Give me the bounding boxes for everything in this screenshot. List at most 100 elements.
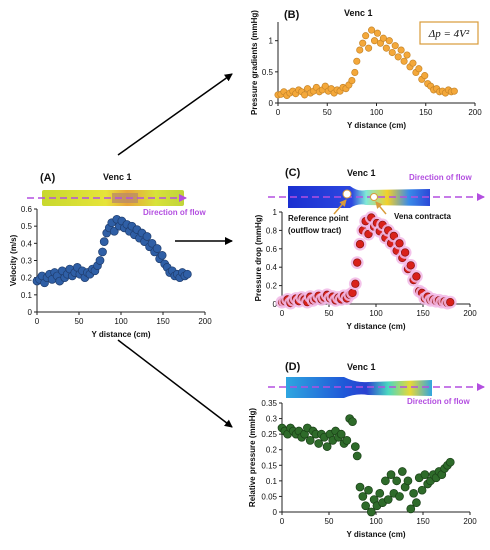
data-point (183, 269, 192, 279)
data-point (392, 476, 402, 486)
x-tick-label: 100 (370, 108, 384, 117)
y-axis-label: Pressure drop (mmHg) (254, 214, 263, 301)
y-tick-label: 0.2 (266, 282, 278, 291)
y-tick-label: 1 (269, 37, 274, 46)
data-point (386, 470, 396, 479)
arrow-to-b (117, 73, 233, 156)
data-point (406, 504, 416, 514)
y-tick-label: 0 (273, 508, 278, 517)
data-point (368, 26, 376, 34)
data-point (379, 34, 387, 42)
data-point (362, 32, 370, 40)
data-point (355, 482, 365, 492)
data-point (409, 59, 417, 67)
data-point (370, 37, 379, 45)
y-tick-label: 0 (269, 99, 274, 108)
panel-c-label: (C) (285, 167, 301, 179)
data-point (382, 44, 390, 52)
y-tick-label: 0.4 (21, 239, 33, 248)
data-point (412, 272, 421, 281)
panel-b: (B) Venc 1 Δp = 4V² 0 50 100 150 200 0 0.5 1 Y d… (250, 8, 482, 130)
y-axis-label: Velocity (m/s) (9, 234, 18, 286)
data-point (356, 46, 364, 54)
plot-d: 0 50 100 150 200 0 0.05 0.1 0.15 0.2 0.25 0.3 0.35 Y … (248, 399, 477, 539)
data-point (358, 492, 368, 501)
y-axis-label: Pressure gradients (mmHg) (250, 10, 259, 115)
panel-d-label: (D) (285, 361, 301, 373)
panel-a-label: (A) (40, 172, 56, 184)
data-point (342, 436, 352, 445)
panel-a-title: Venc 1 (103, 172, 132, 182)
data-point (322, 442, 332, 451)
vessel-narrow-a (112, 193, 138, 203)
reference-point-pointer (333, 199, 347, 215)
y-tick-label: 0.6 (21, 205, 33, 214)
flow-label-c: Direction of flow (409, 173, 472, 182)
data-point (350, 442, 360, 451)
y-tick-label: 1 (273, 208, 278, 217)
y-tick-label: 0.15 (261, 461, 277, 470)
data-point (450, 87, 458, 95)
y-tick-label: 0 (28, 308, 33, 317)
y-tick-label: 0.2 (21, 274, 33, 283)
y-tick-label: 0.3 (21, 257, 33, 266)
panel-d-title: Venc 1 (347, 362, 376, 372)
x-tick-label: 100 (369, 309, 383, 318)
data-point (403, 476, 413, 486)
data-point (152, 244, 162, 253)
data-point (373, 29, 382, 37)
x-axis-label: Y distance (cm) (347, 322, 406, 331)
x-axis-label: Y distance (cm) (92, 330, 151, 339)
data-point (301, 91, 309, 99)
data-point (400, 57, 408, 65)
data-point (305, 436, 315, 445)
data-point (364, 485, 373, 495)
panel-d: (D) Venc 1 Direction of flow 0 50 100 150 20… (248, 361, 485, 539)
data-point (109, 226, 119, 236)
data-point (391, 42, 399, 50)
data-point (445, 457, 455, 467)
data-point (381, 476, 390, 486)
data-point (403, 51, 411, 59)
x-tick-label: 200 (463, 517, 477, 526)
data-point (147, 238, 157, 248)
flow-label-d: Direction of flow (407, 397, 470, 406)
equation-text: Δp = 4V² (428, 28, 470, 40)
y-tick-label: 0.2 (266, 446, 278, 455)
data-point (359, 39, 367, 47)
data-point (409, 488, 418, 498)
data-point (351, 68, 359, 77)
data-point (383, 495, 393, 504)
vena-contracta-marker (370, 193, 378, 201)
x-axis-label: Y distance (cm) (347, 121, 406, 130)
data-point (395, 492, 404, 501)
x-tick-label: 150 (416, 309, 430, 318)
data-point (348, 288, 357, 298)
data-point (394, 53, 402, 61)
data-point (385, 37, 393, 45)
data-point (361, 501, 371, 511)
y-tick-label: 0.4 (266, 263, 278, 272)
panel-c: (C) Venc 1 Direction of flow Reference p… (254, 167, 485, 331)
x-tick-label: 0 (280, 517, 285, 526)
x-tick-label: 50 (75, 317, 84, 326)
x-tick-label: 50 (323, 108, 332, 117)
x-tick-label: 50 (325, 517, 334, 526)
data-point (366, 507, 376, 517)
reference-point-marker (342, 189, 352, 199)
x-tick-label: 200 (198, 317, 212, 326)
y-tick-label: 0.6 (266, 245, 278, 254)
data-point (397, 467, 407, 476)
y-tick-label: 0.35 (261, 399, 277, 408)
x-tick-label: 150 (156, 317, 170, 326)
plot-a: 0 50 100 150 200 0 0.1 0.2 0.3 0.4 0.5 0.6 Y distanc… (9, 205, 212, 339)
data-point (389, 231, 399, 241)
data-point (314, 439, 324, 448)
data-point (375, 488, 385, 498)
data-point (351, 279, 360, 288)
data-point (348, 77, 356, 85)
data-point (397, 46, 405, 54)
data-point (353, 57, 361, 65)
y-tick-label: 0.05 (261, 492, 277, 501)
